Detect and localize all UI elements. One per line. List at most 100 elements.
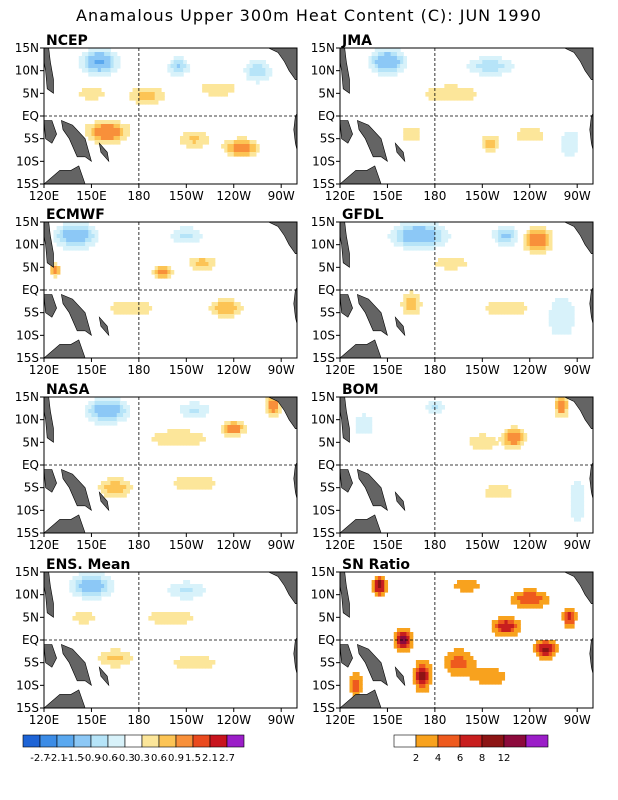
y-tick-label: 10N bbox=[15, 588, 39, 602]
land-mask bbox=[44, 48, 297, 184]
colorbar-swatch bbox=[22, 734, 41, 748]
x-tick-label: 150W bbox=[169, 713, 204, 727]
panel-title: JMA bbox=[341, 33, 372, 49]
y-tick-label: 15S bbox=[16, 701, 39, 715]
shaded-field bbox=[78, 48, 273, 157]
shaded-field bbox=[368, 48, 578, 157]
x-tick-label: 120W bbox=[512, 363, 547, 377]
colorbar-swatch bbox=[56, 734, 75, 748]
y-tick-label: 15N bbox=[311, 565, 335, 579]
x-tick-label: 120E bbox=[29, 363, 60, 377]
y-tick-label: 15S bbox=[16, 526, 39, 540]
y-tick-label: 5N bbox=[318, 435, 335, 449]
land-mask bbox=[340, 222, 593, 358]
x-tick-label: 120W bbox=[216, 189, 251, 203]
colorbar-swatch bbox=[525, 734, 549, 748]
y-tick-label: 5S bbox=[24, 656, 39, 670]
shaded-field bbox=[69, 572, 216, 669]
y-tick-label: 15S bbox=[16, 351, 39, 365]
y-tick-label: 5S bbox=[320, 481, 335, 495]
y-tick-label: 10S bbox=[312, 678, 335, 692]
panel-title: GFDL bbox=[342, 207, 384, 223]
colorbar-swatch bbox=[481, 734, 505, 748]
x-tick-label: 90W bbox=[268, 538, 295, 552]
x-tick-label: 150E bbox=[372, 713, 403, 727]
colorbar-label: 2.7 bbox=[219, 753, 235, 764]
y-tick-label: EQ bbox=[318, 109, 335, 123]
y-tick-label: 10N bbox=[15, 238, 39, 252]
colorbar-sn-ratio: 2 4 6 8 12 bbox=[393, 734, 549, 764]
x-tick-label: 150W bbox=[169, 363, 204, 377]
colorbar-swatch bbox=[393, 734, 417, 748]
y-tick-label: 10N bbox=[311, 238, 335, 252]
y-tick-label: EQ bbox=[318, 633, 335, 647]
y-tick-label: 10S bbox=[16, 678, 39, 692]
y-tick-label: 5S bbox=[320, 132, 335, 146]
x-tick-label: 120W bbox=[512, 538, 547, 552]
map-panel-8: 120E 150E 180 150W 120W 90W 15N 10N 5N EQ 5S 10S 15S… bbox=[311, 557, 594, 727]
x-tick-label: 150E bbox=[76, 363, 107, 377]
y-tick-label: 15S bbox=[312, 351, 335, 365]
y-tick-label: 15N bbox=[15, 215, 39, 229]
panel-title: ENS. Mean bbox=[46, 557, 130, 573]
colorbar-label: 2 bbox=[413, 753, 419, 764]
panel-title: NCEP bbox=[46, 33, 88, 49]
colorbar-anomaly: -2.7-2.1-1.5-0.9-0.6-0.3 0.3 0.6 0.9 1.5 2.1 2… bbox=[22, 734, 245, 764]
x-tick-label: 150W bbox=[169, 538, 204, 552]
y-tick-label: 15N bbox=[311, 390, 335, 404]
x-tick-label: 180 bbox=[127, 189, 150, 203]
land-mask bbox=[340, 572, 593, 708]
colorbar-swatch bbox=[124, 734, 143, 748]
y-tick-label: 15N bbox=[15, 41, 39, 55]
x-tick-label: 150E bbox=[372, 538, 403, 552]
x-tick-label: 150W bbox=[465, 538, 500, 552]
colorbar-swatch bbox=[107, 734, 126, 748]
x-tick-label: 90W bbox=[564, 189, 591, 203]
colorbar-label: -2.7 bbox=[30, 753, 50, 764]
y-tick-label: 10N bbox=[15, 64, 39, 78]
y-tick-label: 15S bbox=[312, 701, 335, 715]
x-tick-label: 120W bbox=[216, 713, 251, 727]
land-mask bbox=[340, 397, 593, 533]
y-tick-label: 15S bbox=[312, 526, 335, 540]
y-tick-label: 5S bbox=[24, 481, 39, 495]
map-panel-3: 120E 150E 180 150W 120W 90W 15N 10N 5N EQ 5S 10S 15S… bbox=[15, 207, 298, 377]
y-tick-label: 10S bbox=[312, 328, 335, 342]
y-tick-label: EQ bbox=[22, 633, 39, 647]
y-tick-label: 5N bbox=[318, 260, 335, 274]
colorbar-swatch bbox=[437, 734, 461, 748]
y-tick-label: 10S bbox=[16, 154, 39, 168]
colorbar-swatch bbox=[226, 734, 245, 748]
map-panel-6: 120E 150E 180 150W 120W 90W 15N 10N 5N EQ 5S 10S 15S… bbox=[311, 382, 594, 552]
colorbar-swatch bbox=[415, 734, 439, 748]
y-tick-label: 5S bbox=[24, 132, 39, 146]
y-tick-label: 5N bbox=[318, 610, 335, 624]
x-tick-label: 150E bbox=[76, 189, 107, 203]
x-tick-label: 150W bbox=[169, 189, 204, 203]
colorbar-label: 2.1 bbox=[202, 753, 218, 764]
y-tick-label: 5N bbox=[22, 260, 39, 274]
colorbar-swatch bbox=[158, 734, 177, 748]
x-tick-label: 120E bbox=[29, 538, 60, 552]
y-tick-label: 5S bbox=[320, 656, 335, 670]
colorbar-swatch bbox=[209, 734, 228, 748]
y-tick-label: 15N bbox=[15, 565, 39, 579]
colorbar-swatch bbox=[39, 734, 58, 748]
map-panel-5: 120E 150E 180 150W 120W 90W 15N 10N 5N EQ 5S 10S 15S… bbox=[15, 382, 298, 552]
land-mask bbox=[340, 48, 593, 184]
x-tick-label: 180 bbox=[423, 713, 446, 727]
colorbar-swatch bbox=[459, 734, 483, 748]
y-tick-label: EQ bbox=[22, 109, 39, 123]
y-tick-label: 15N bbox=[15, 390, 39, 404]
y-tick-label: 10N bbox=[311, 413, 335, 427]
y-tick-label: 10N bbox=[15, 413, 39, 427]
colorbar-swatch bbox=[175, 734, 194, 748]
x-tick-label: 120E bbox=[29, 189, 60, 203]
y-tick-label: 10S bbox=[312, 154, 335, 168]
shaded-field bbox=[387, 222, 575, 335]
x-tick-label: 120W bbox=[512, 713, 547, 727]
x-tick-label: 120E bbox=[325, 363, 356, 377]
y-tick-label: 5S bbox=[24, 306, 39, 320]
x-tick-label: 150E bbox=[372, 189, 403, 203]
